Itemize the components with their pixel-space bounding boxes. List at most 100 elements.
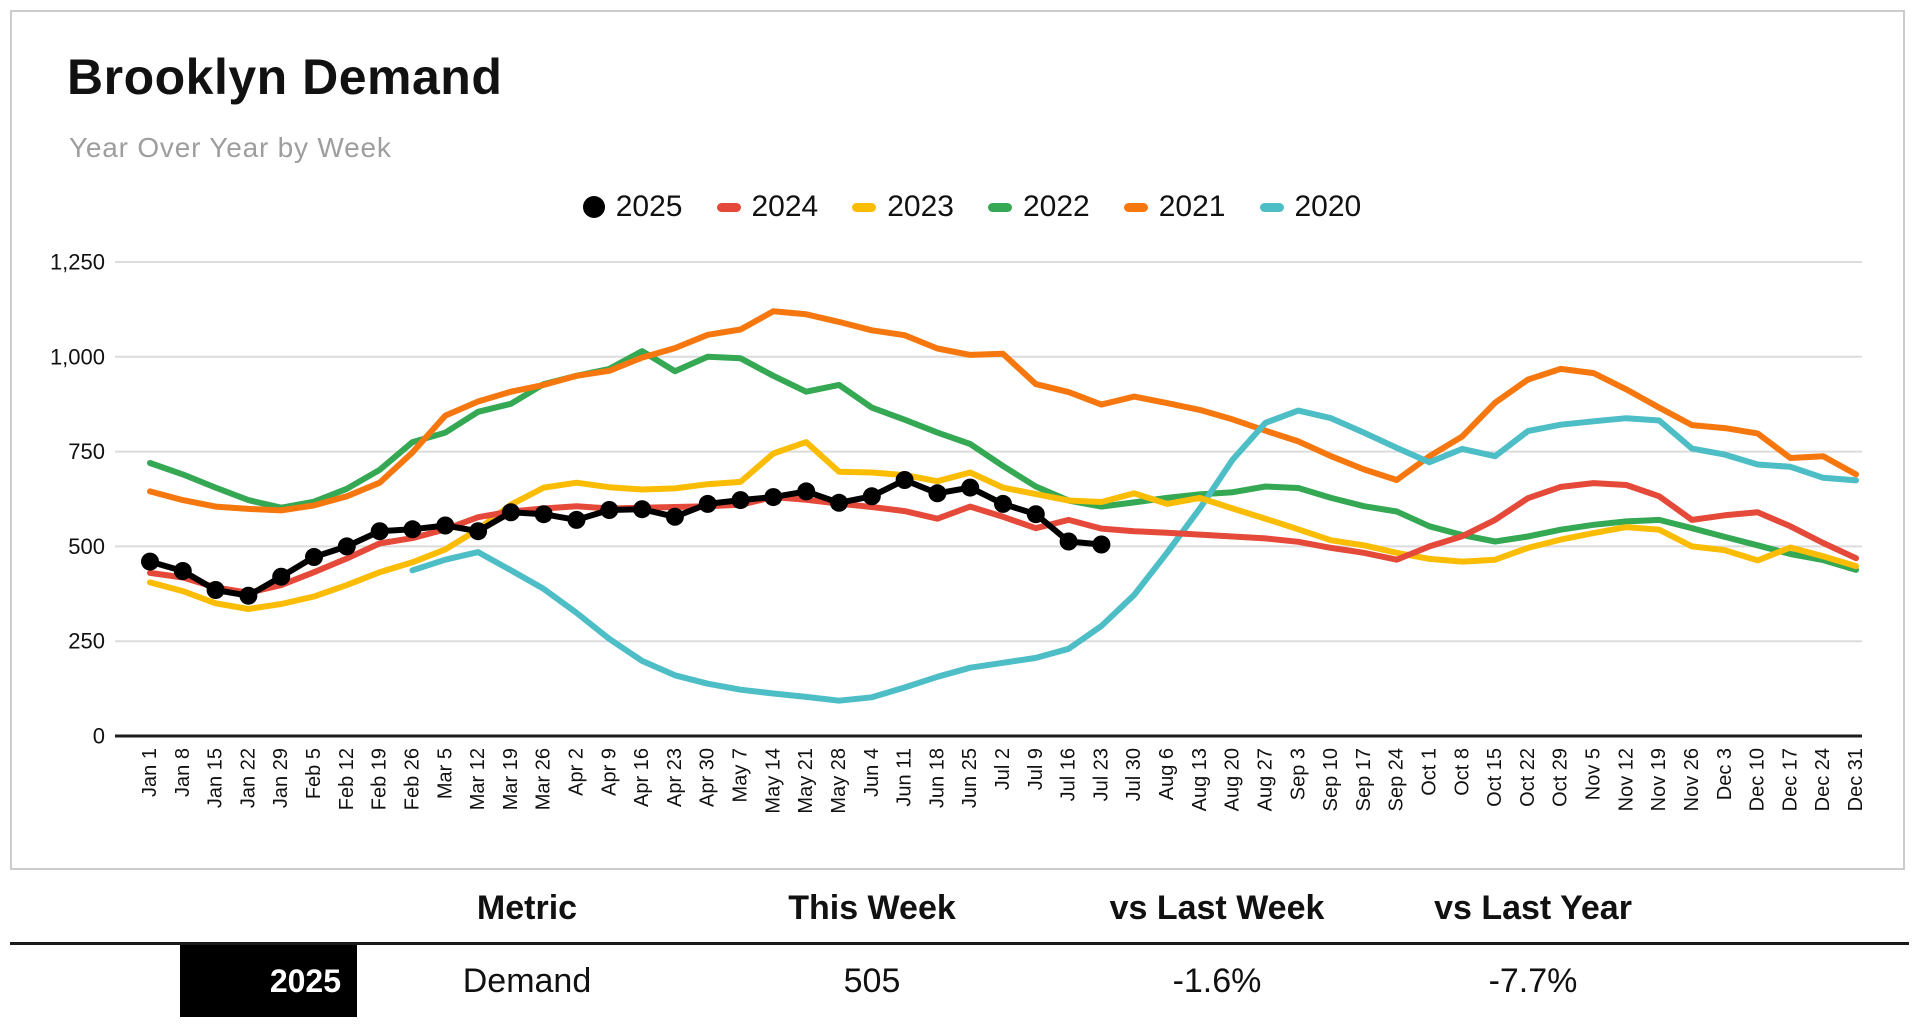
data-point-2025 <box>239 586 258 605</box>
legend-marker-2024 <box>716 202 741 212</box>
x-tick-label: Jan 1 <box>139 748 161 797</box>
x-tick-label: Jul 9 <box>1025 748 1047 790</box>
legend-marker-2021 <box>1123 202 1148 212</box>
x-tick-label: Jan 29 <box>270 748 292 808</box>
data-point-2025 <box>337 537 356 556</box>
y-tick-label: 0 <box>93 724 105 749</box>
data-point-2025 <box>501 503 520 522</box>
legend-item-2024[interactable]: 2024 <box>716 190 819 224</box>
demand-line-chart: 0 250 500 750 1,000 1,250 Jan 1 Jan 8 Jan 15 Jan … <box>50 250 1867 814</box>
data-point-2025 <box>633 500 652 519</box>
y-tick-label: 1,000 <box>50 344 105 369</box>
chart-legend: 2025 2024 2023 2022 2021 2020 <box>12 190 1920 224</box>
x-tick-label: Mar 26 <box>533 748 555 810</box>
data-point-2025 <box>403 520 422 539</box>
x-tick-label: Apr 9 <box>598 748 620 796</box>
data-point-2025 <box>436 516 455 535</box>
x-tick-label: Jun 4 <box>861 748 883 797</box>
data-point-2025 <box>731 491 750 510</box>
chart-card: Brooklyn Demand Year Over Year by Week 2… <box>10 10 1905 870</box>
x-tick-label: Jun 25 <box>959 748 981 808</box>
x-tick-label: Feb 19 <box>369 748 391 810</box>
legend-marker-2025 <box>582 196 605 218</box>
data-point-2025 <box>534 505 553 524</box>
x-tick-label: Apr 2 <box>566 748 588 796</box>
cell-this-week: 505 <box>843 962 901 1000</box>
col-header-vs-last-year: vs Last Year <box>1434 889 1632 927</box>
data-point-2025 <box>797 482 816 501</box>
data-point-2025 <box>764 488 783 507</box>
x-tick-label: Aug 27 <box>1254 748 1276 811</box>
x-tick-label: May 21 <box>795 748 817 814</box>
x-tick-label: Jul 23 <box>1090 748 1112 801</box>
legend-label: 2021 <box>1158 190 1226 223</box>
legend-label: 2025 <box>615 190 683 223</box>
data-point-2025 <box>370 522 389 541</box>
data-point-2025 <box>895 471 914 489</box>
x-tick-label: Mar 5 <box>434 748 456 799</box>
legend-item-2020[interactable]: 2020 <box>1259 190 1361 224</box>
cell-vs-last-year: -7.7% <box>1488 962 1578 1000</box>
data-point-2025 <box>961 478 980 497</box>
series-line-2022 <box>147 348 1859 573</box>
x-tick-label: Sep 10 <box>1320 748 1342 811</box>
x-tick-label: Jan 8 <box>172 748 194 797</box>
y-tick-label: 1,250 <box>50 250 105 275</box>
x-tick-label: Aug 20 <box>1222 748 1244 811</box>
x-tick-label: Oct 22 <box>1517 748 1539 807</box>
data-point-2025 <box>830 493 848 512</box>
data-point-2025 <box>600 501 619 519</box>
y-tick-label: 500 <box>68 534 105 559</box>
legend-item-2023[interactable]: 2023 <box>852 190 954 224</box>
x-tick-label: Nov 5 <box>1583 748 1605 800</box>
x-tick-label: Jul 2 <box>992 748 1014 790</box>
year-badge-2025: 2025 <box>180 945 357 1017</box>
x-tick-label: May 7 <box>730 748 752 802</box>
data-point-2025 <box>141 552 159 571</box>
legend-item-2022[interactable]: 2022 <box>988 190 1090 224</box>
data-point-2025 <box>1026 505 1045 524</box>
legend-label: 2022 <box>1023 190 1090 223</box>
legend-label: 2024 <box>751 190 819 223</box>
data-point-2025 <box>173 562 192 580</box>
x-tick-label: Apr 30 <box>697 748 719 807</box>
x-tick-label: Jul 30 <box>1123 748 1145 801</box>
data-point-2025 <box>206 581 225 599</box>
x-tick-label: Dec 31 <box>1845 748 1867 811</box>
cell-metric: Demand <box>462 962 592 1000</box>
data-point-2025 <box>567 510 586 529</box>
x-tick-label: Oct 29 <box>1550 748 1572 807</box>
x-tick-label: Nov 12 <box>1615 748 1637 811</box>
x-tick-label: Dec 3 <box>1714 748 1736 800</box>
data-point-2025 <box>1059 532 1078 551</box>
series-line-2023 <box>147 439 1859 612</box>
data-point-2025 <box>928 484 947 503</box>
cell-vs-last-week: -1.6% <box>1172 962 1262 1000</box>
data-point-2025 <box>862 487 881 506</box>
x-tick-label: Nov 19 <box>1648 748 1670 811</box>
x-tick-label: Jul 16 <box>1058 748 1080 801</box>
data-point-2025 <box>272 567 291 586</box>
legend-marker-2022 <box>988 202 1012 212</box>
page-title: Brooklyn Demand <box>67 49 503 105</box>
x-tick-label: May 14 <box>762 748 784 814</box>
x-tick-label: Feb 12 <box>336 748 358 810</box>
x-tick-label: Feb 26 <box>401 748 423 810</box>
series-line-2024 <box>147 480 1859 596</box>
series-line-2021 <box>147 308 1859 514</box>
x-tick-label: Mar 12 <box>467 748 489 810</box>
x-tick-label: Oct 8 <box>1451 748 1473 796</box>
data-point-2025 <box>469 522 488 541</box>
y-tick-label: 750 <box>68 439 105 464</box>
x-tick-label: Jun 11 <box>894 748 916 807</box>
x-tick-label: Aug 13 <box>1189 748 1211 811</box>
x-tick-label: Sep 3 <box>1287 748 1309 800</box>
col-header-vs-last-week: vs Last Week <box>1109 889 1325 927</box>
legend-item-2021[interactable]: 2021 <box>1123 190 1226 224</box>
data-point-2025 <box>665 507 684 526</box>
x-tick-label: Dec 24 <box>1812 748 1834 811</box>
x-tick-label: Jan 22 <box>237 748 259 808</box>
data-point-2025 <box>698 494 717 513</box>
x-tick-label: Sep 24 <box>1386 748 1408 811</box>
legend-item-2025[interactable]: 2025 <box>582 190 683 224</box>
